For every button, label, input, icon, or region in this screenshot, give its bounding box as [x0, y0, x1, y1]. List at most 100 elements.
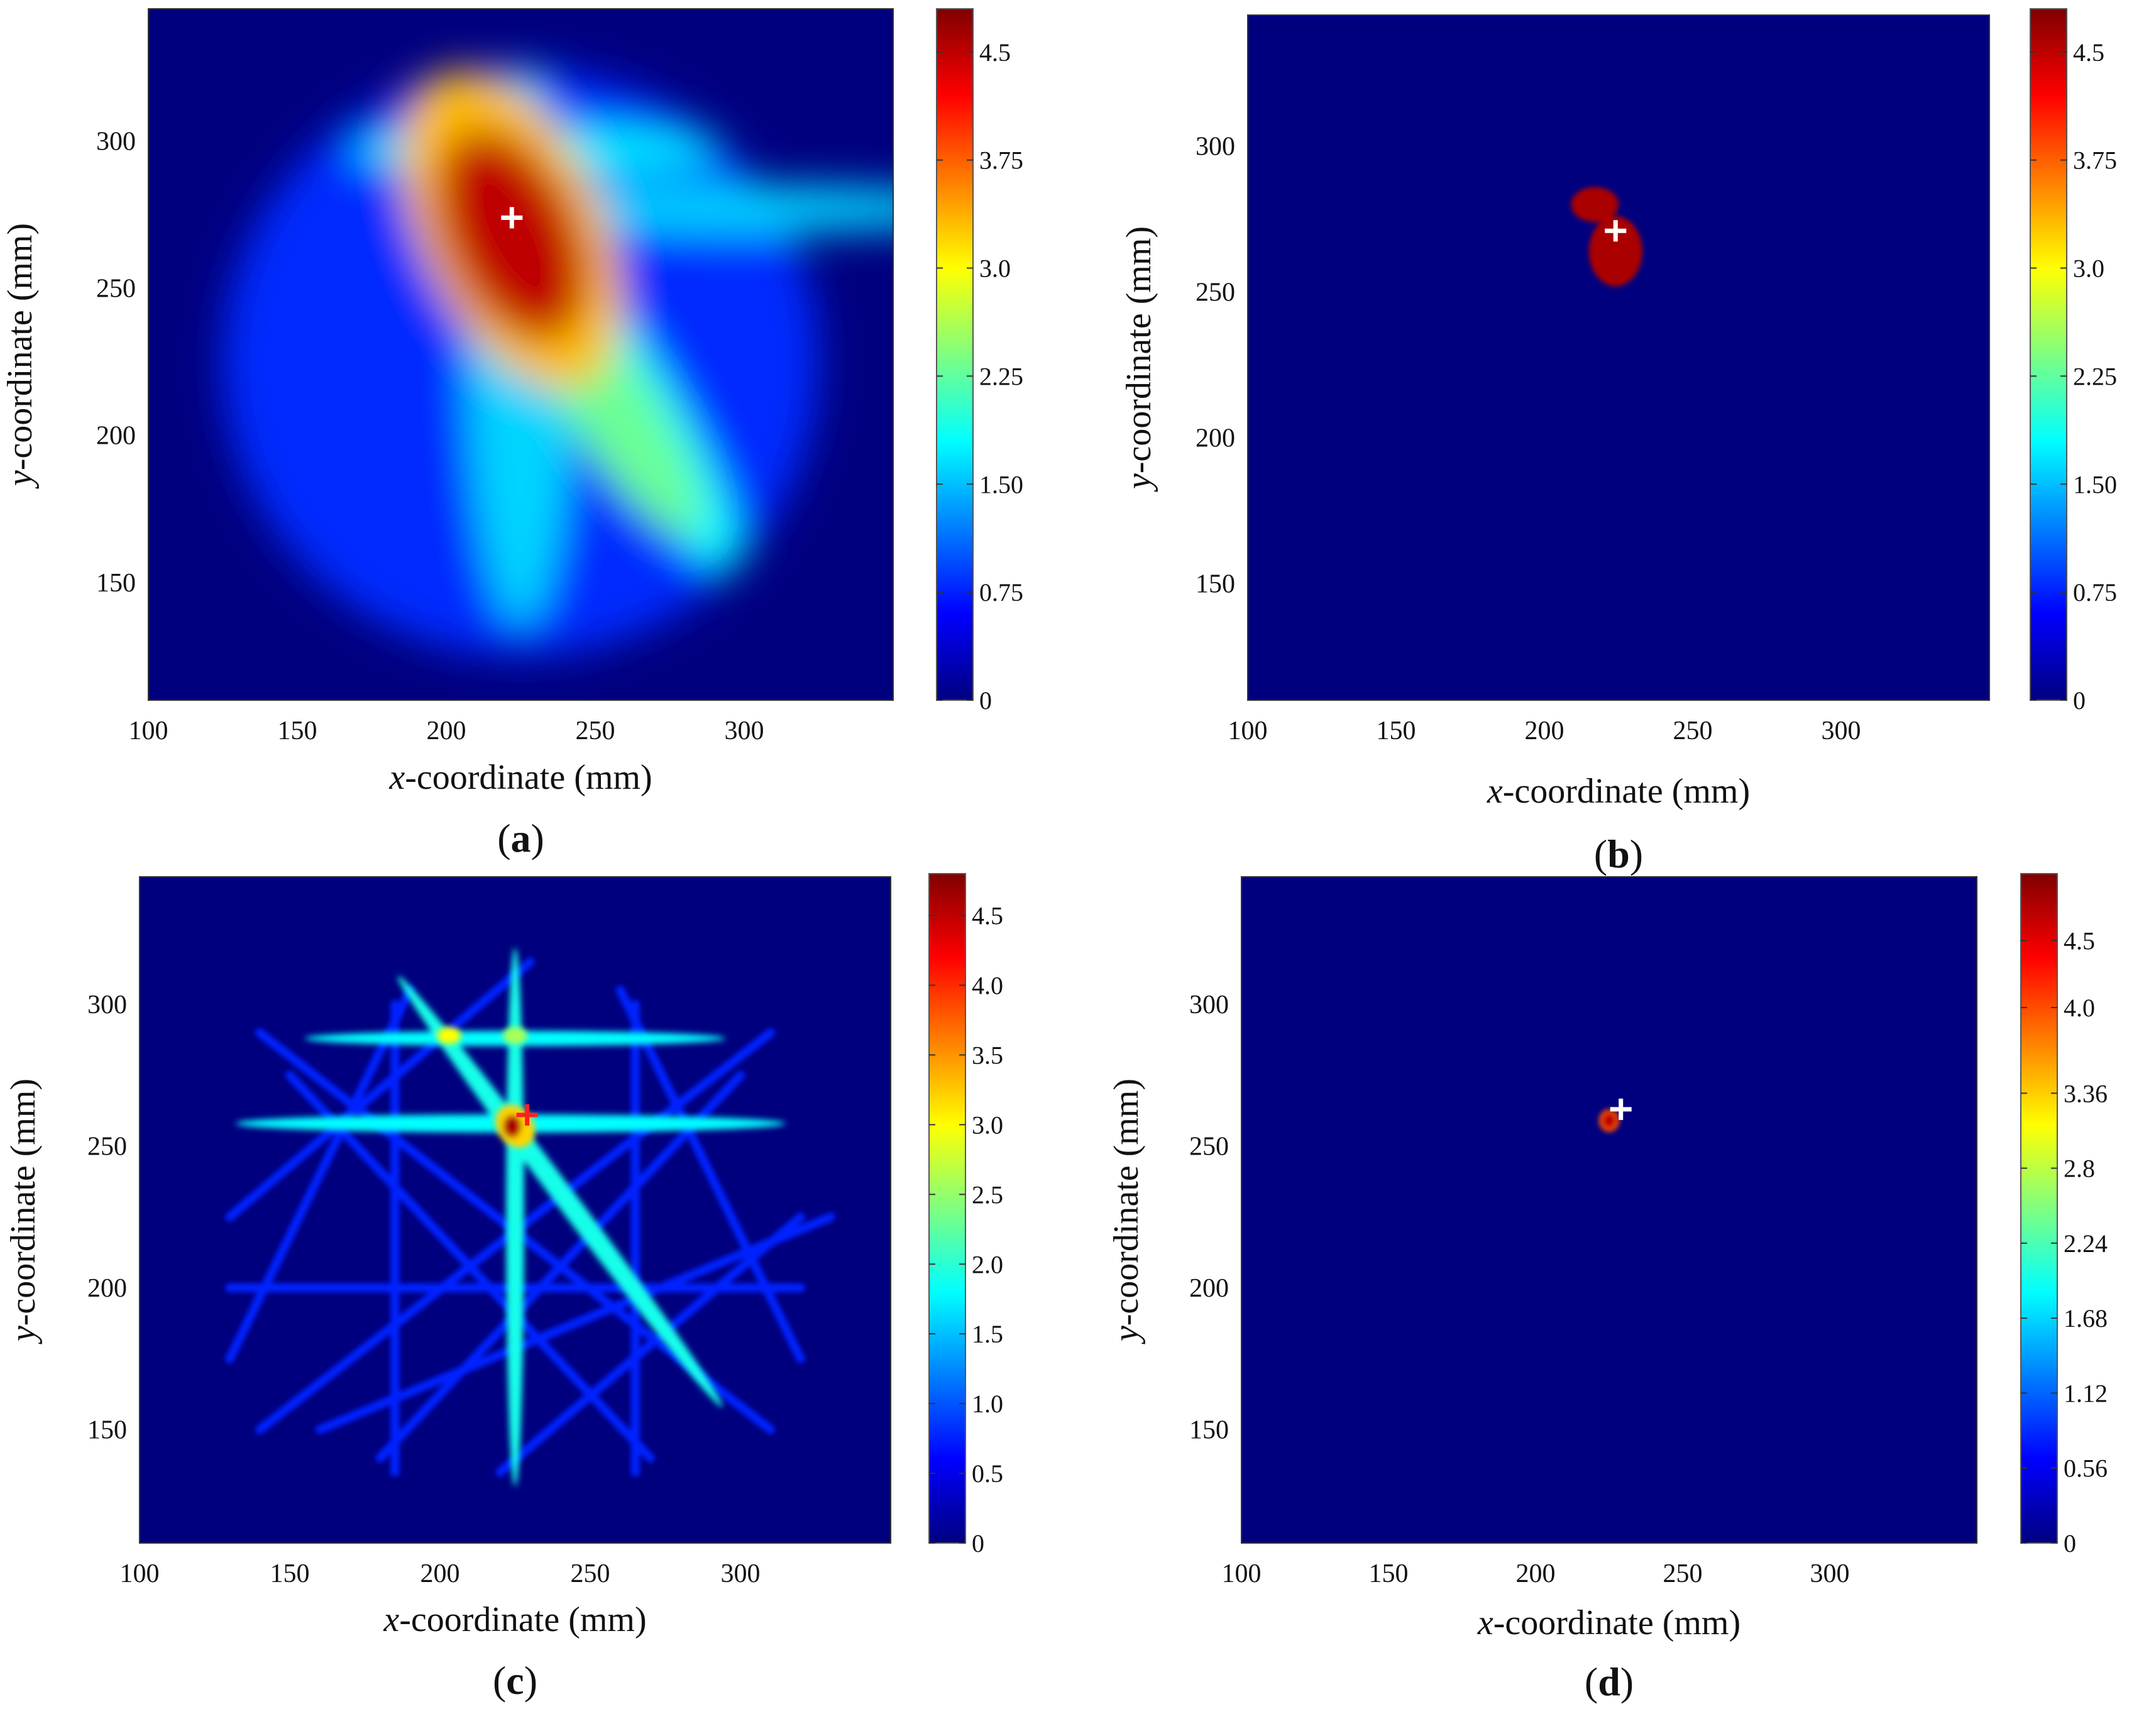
x-tick-label: 300 — [1822, 717, 1861, 745]
colorbar-tick-label: 0 — [2064, 1529, 2076, 1557]
plot-frame — [1241, 876, 1977, 1544]
heatmap-panel-a: 100 150 200 250 300 150 200 250 300 x-coordinate … — [1, 8, 1023, 860]
y-tick-label: 300 — [96, 128, 136, 157]
x-tick-label: 150 — [1369, 1559, 1409, 1588]
colorbar-tick-label: 1.50 — [979, 470, 1023, 498]
colorbar-tick-label: 2.24 — [2064, 1229, 2108, 1258]
colorbar-tick-label: 1.50 — [2073, 470, 2117, 498]
x-tick-label: 100 — [120, 1559, 160, 1588]
plot-frame — [1247, 14, 1990, 701]
faint-ray — [285, 1070, 655, 1463]
faint-ray — [375, 1070, 745, 1463]
y-tick-label: 150 — [96, 569, 136, 598]
heatmap-panel-b: 100 150 200 250 300 150 200 250 300 x-coordinate … — [1119, 8, 2117, 876]
plot-background — [1248, 15, 1989, 700]
panel-label: (a) — [497, 816, 544, 860]
colorbar-tick-label: 3.75 — [979, 146, 1023, 175]
plot-frame — [148, 8, 894, 701]
x-tick-label: 300 — [725, 717, 764, 745]
source-marker — [1605, 220, 1627, 242]
y-tick-label: 250 — [1189, 1133, 1229, 1162]
x-tick-label: 100 — [129, 717, 168, 745]
x-axis-label: x-coordinate (mm) — [383, 1600, 646, 1639]
colorbar-tick-label: 4.5 — [979, 38, 1011, 67]
y-tick-label: 250 — [87, 1133, 127, 1162]
y-tick-label: 200 — [96, 422, 136, 451]
panel-label: (c) — [493, 1658, 537, 1703]
source-marker — [516, 1104, 538, 1126]
y-tick-label: 250 — [96, 275, 136, 304]
x-tick-label: 150 — [278, 717, 317, 745]
plot-frame — [139, 876, 891, 1544]
y-axis-label: y-coordinate (mm) — [1107, 1079, 1146, 1344]
x-tick-label: 150 — [270, 1559, 310, 1588]
source-marker — [1610, 1098, 1632, 1120]
colorbar-tick-label: 4.0 — [2064, 994, 2095, 1022]
colorbar-tick-label: 2.25 — [979, 362, 1023, 390]
colorbar: 0 0.56 1.12 1.68 2.24 2.8 3.36 4.0 4.5 — [2020, 873, 2108, 1557]
x-tick-label: 300 — [721, 1559, 761, 1588]
faint-ray — [315, 1212, 835, 1434]
x-axis-label: x-coordinate (mm) — [388, 758, 652, 797]
colorbar-tick-label: 1.68 — [2064, 1304, 2108, 1332]
panel-label: (b) — [1594, 832, 1643, 876]
y-tick-label: 150 — [87, 1416, 127, 1445]
y-axis-label: y-coordinate (mm) — [1, 223, 40, 489]
faint-ray — [225, 957, 535, 1222]
colorbar-tick-label: 2.0 — [972, 1250, 1003, 1278]
y-tick-label: 300 — [87, 991, 127, 1019]
colorbar-tick-label: 2.5 — [972, 1180, 1003, 1209]
source-marker — [501, 207, 523, 229]
x-axis-label: x-coordinate (mm) — [1487, 772, 1750, 811]
colorbar: 0 0.75 1.50 2.25 3.0 3.75 4.5 — [936, 8, 1023, 715]
colorbar-tick-label: 4.0 — [972, 972, 1003, 1000]
colorbar-tick-label: 0.56 — [2064, 1454, 2108, 1483]
x-tick-label: 200 — [421, 1559, 460, 1588]
x-tick-label: 200 — [427, 717, 466, 745]
colorbar-tick-label: 4.5 — [2073, 38, 2104, 67]
y-axis-label: y-coordinate (mm) — [4, 1079, 43, 1344]
colorbar-tick-label: 3.75 — [2073, 146, 2117, 175]
y-tick-label: 200 — [1196, 424, 1235, 453]
y-tick-label: 250 — [1196, 278, 1235, 307]
x-tick-label: 250 — [1673, 717, 1713, 745]
panel-label: (d) — [1585, 1659, 1634, 1704]
colorbar-tick-label: 0 — [979, 686, 992, 715]
y-tick-label: 300 — [1196, 133, 1235, 162]
colorbar-tick-label: 0 — [2073, 686, 2086, 715]
y-tick-label: 200 — [1189, 1274, 1229, 1303]
intensity-region — [436, 130, 588, 341]
heatmap-panel-c: 100 150 200 250 300 150 200 250 300 x-coordinate … — [4, 873, 1003, 1703]
intensity-region — [1571, 187, 1619, 222]
colorbar-tick-label: 4.5 — [2064, 927, 2095, 955]
faint-ray — [495, 1212, 805, 1477]
colorbar: 0 0.75 1.50 2.25 3.0 3.75 4.5 — [2030, 8, 2117, 715]
colorbar-tick-label: 0 — [972, 1529, 984, 1557]
colorbar-gradient — [928, 873, 966, 1544]
colorbar-tick-label: 3.36 — [2064, 1079, 2108, 1107]
y-tick-label: 150 — [1189, 1416, 1229, 1445]
x-tick-label: 250 — [571, 1559, 610, 1588]
colorbar-tick-label: 1.0 — [972, 1390, 1003, 1418]
x-tick-label: 250 — [1663, 1559, 1703, 1588]
colorbar-tick-label: 4.5 — [972, 902, 1003, 930]
heatmap-panel-d: 100 150 200 250 300 150 200 250 300 x-coordinate … — [1107, 873, 2108, 1704]
intensity-region — [503, 1027, 527, 1045]
x-tick-label: 100 — [1228, 717, 1268, 745]
x-tick-label: 250 — [576, 717, 615, 745]
colorbar-gradient — [2030, 8, 2067, 701]
colorbar-gradient — [2020, 873, 2058, 1544]
plot-background — [1241, 877, 1977, 1543]
y-tick-label: 200 — [87, 1274, 127, 1303]
x-tick-label: 200 — [1516, 1559, 1556, 1588]
x-tick-label: 100 — [1222, 1559, 1262, 1588]
colorbar-tick-label: 0.75 — [979, 578, 1023, 607]
faint-ray — [225, 986, 415, 1363]
faint-ray — [615, 986, 805, 1363]
ray-line — [397, 975, 723, 1407]
colorbar-tick-label: 3.0 — [972, 1111, 1003, 1139]
ray-line — [506, 947, 524, 1486]
colorbar-tick-label: 3.5 — [972, 1041, 1003, 1069]
